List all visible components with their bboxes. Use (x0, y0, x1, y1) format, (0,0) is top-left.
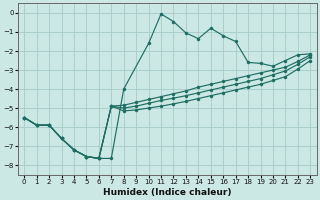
X-axis label: Humidex (Indice chaleur): Humidex (Indice chaleur) (103, 188, 232, 197)
